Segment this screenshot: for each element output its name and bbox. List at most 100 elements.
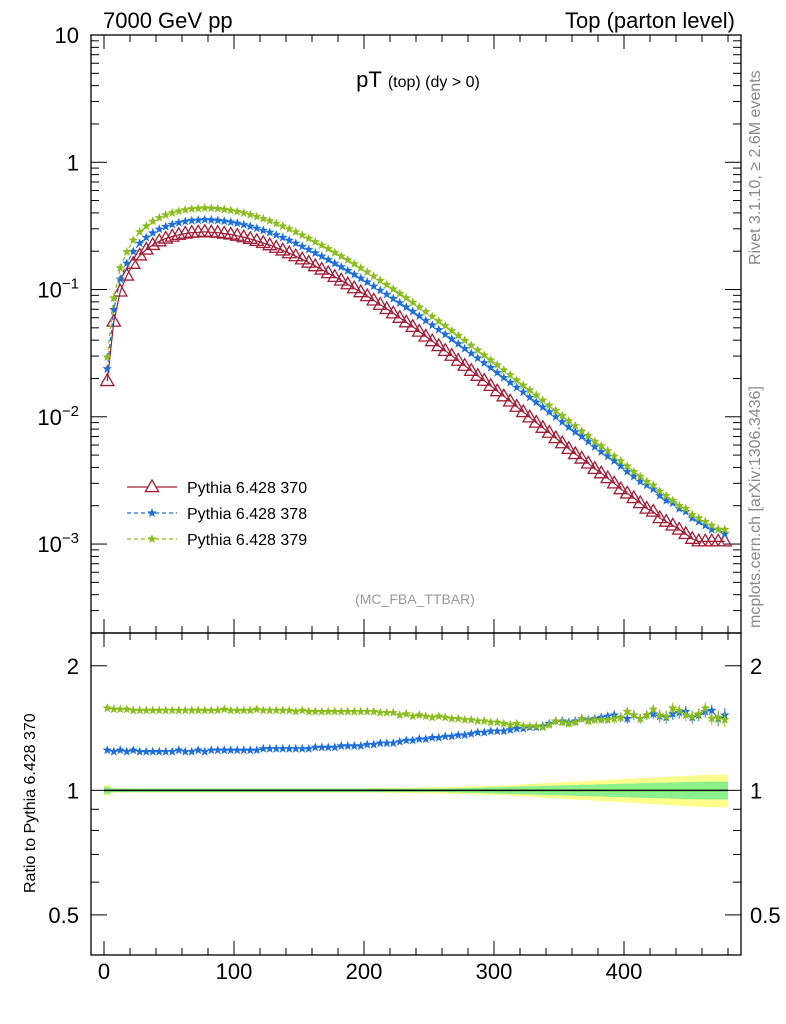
ratio-data-point — [213, 705, 223, 715]
data-point — [505, 370, 515, 379]
data-point — [687, 509, 697, 519]
data-point — [362, 277, 372, 287]
data-point — [391, 309, 408, 323]
data-point — [531, 397, 541, 407]
data-point — [346, 279, 363, 294]
data-point — [681, 506, 691, 516]
data-point — [414, 311, 424, 321]
data-point — [557, 417, 567, 426]
ratio-data-point — [453, 730, 463, 740]
data-point — [115, 274, 125, 284]
ratio-data-point — [622, 706, 632, 716]
ratio-data-point — [304, 743, 314, 753]
data-point — [716, 533, 733, 547]
ratio-data-point — [206, 745, 216, 755]
data-point — [593, 464, 610, 479]
ratio-data-point — [304, 706, 314, 716]
data-point — [460, 343, 470, 353]
ratio-data-point — [479, 727, 489, 737]
ratio-data-point — [421, 734, 431, 744]
main-title-sub: (top) (dy > 0) — [388, 74, 480, 91]
data-point — [336, 251, 346, 261]
ratio-data-point — [148, 705, 158, 715]
ratio-data-point — [174, 745, 184, 755]
ratio-data-point — [330, 742, 340, 752]
data-point — [356, 263, 366, 272]
data-point — [687, 513, 697, 523]
data-point — [122, 258, 132, 268]
data-point — [544, 407, 554, 417]
data-point — [518, 380, 528, 390]
main-series — [99, 203, 733, 547]
data-point — [196, 223, 213, 237]
ratio-data-point — [232, 745, 242, 755]
ratio-data-point — [603, 714, 613, 724]
data-point — [645, 503, 662, 517]
data-point — [531, 390, 541, 400]
ratio-data-point — [616, 712, 626, 722]
data-point — [525, 385, 535, 395]
data-point — [359, 287, 376, 302]
data-point — [538, 402, 548, 412]
ratio-data-point — [564, 718, 574, 728]
ratio-data-point — [557, 717, 567, 727]
data-point — [596, 446, 606, 456]
data-point — [486, 362, 496, 372]
ratio-data-point — [349, 706, 359, 716]
data-point — [541, 424, 558, 438]
ratio-data-point — [291, 706, 301, 716]
data-point — [151, 232, 168, 247]
ratio-data-point — [362, 739, 372, 749]
data-point — [352, 283, 369, 298]
data-point — [232, 218, 242, 228]
data-point — [664, 517, 681, 531]
data-point — [479, 357, 489, 367]
ratio-data-point — [310, 742, 320, 752]
data-point — [382, 279, 392, 289]
ratio-data-point — [330, 706, 340, 716]
ratio-data-point — [297, 743, 307, 753]
data-point — [333, 272, 350, 286]
ratio-data-point — [369, 739, 379, 749]
data-point — [473, 353, 483, 363]
data-point — [258, 225, 268, 235]
data-point — [479, 350, 489, 360]
data-point — [304, 244, 314, 254]
data-point — [304, 233, 314, 243]
ratio-plot: 2 2 1 1 0.5 0.5 0 100 200 300 400 Ratio to Pythia… — [22, 632, 781, 984]
ratio-data-point — [492, 717, 502, 727]
ratio-data-point — [453, 713, 463, 723]
ratio-uncertainty-band — [104, 774, 728, 808]
data-point — [375, 285, 385, 295]
ratio-data-point — [674, 705, 684, 715]
data-point — [401, 292, 411, 302]
data-point — [476, 372, 493, 386]
data-point — [414, 302, 424, 312]
data-point — [713, 524, 723, 534]
data-point — [635, 471, 645, 481]
data-point — [343, 265, 353, 275]
main-x-ticks — [103, 35, 729, 633]
data-point — [330, 258, 340, 268]
ratio-data-point — [317, 706, 327, 716]
ratio-data-point — [629, 710, 639, 720]
data-point — [326, 268, 343, 283]
main-y-tick-label: 10−3 — [37, 530, 79, 557]
data-point — [320, 264, 337, 279]
data-point — [512, 382, 522, 392]
data-point — [219, 216, 229, 226]
ratio-data-point — [531, 721, 541, 731]
ratio-data-point — [473, 716, 483, 726]
ratio-data-point — [427, 712, 437, 722]
ratio-y-ticks: 2 2 1 1 0.5 0.5 — [48, 654, 780, 928]
data-point — [193, 215, 203, 225]
ratio-data-point — [434, 732, 444, 742]
legend-label: Pythia 6.428 370 — [187, 480, 307, 497]
data-point — [700, 520, 710, 530]
data-point — [577, 426, 587, 436]
data-point — [557, 410, 567, 420]
ratio-data-point — [499, 726, 509, 736]
main-plot: pT (top) (dy > 0) (MC_FBA_TTBAR) 10110−11… — [37, 23, 742, 634]
data-point — [369, 281, 379, 291]
data-point — [378, 300, 395, 315]
